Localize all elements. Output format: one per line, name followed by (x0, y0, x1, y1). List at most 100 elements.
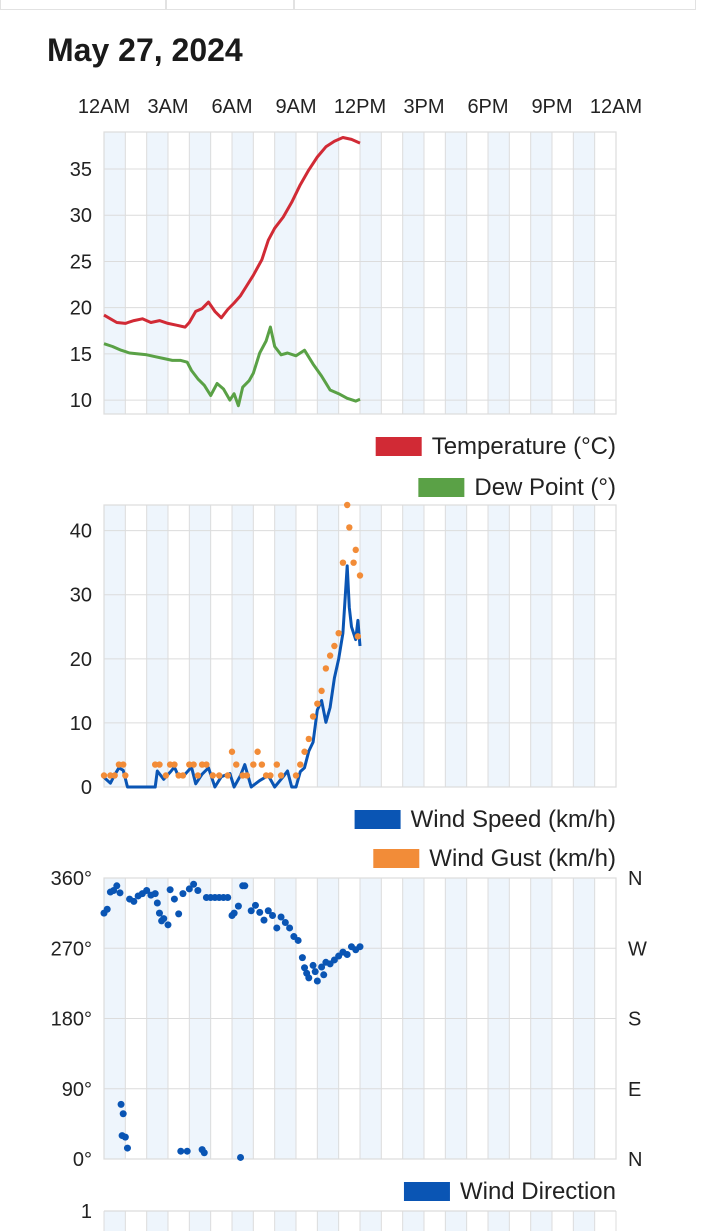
wind-gust-point (305, 735, 312, 743)
partial-chart-band (274, 1211, 296, 1231)
wind-direction-point (313, 977, 321, 985)
direction-right-label: S (628, 1009, 641, 1031)
wind-direction-point (224, 894, 232, 902)
legend-wind-direction-swatch (403, 1182, 450, 1201)
wind-gust-point (318, 687, 325, 695)
direction-right-label: W (628, 938, 647, 960)
wind-direction-point (311, 968, 319, 976)
wind-gust-point (216, 772, 223, 779)
temp-chart-ytick-label: 15 (70, 344, 92, 366)
direction-chart-ytick-label: 270° (51, 938, 92, 960)
wind-chart-ytick-label: 40 (70, 521, 92, 543)
legend-wind-direction-label: Wind Direction (460, 1178, 616, 1205)
wind-gust-point (120, 761, 127, 768)
partial-chart-band (445, 1211, 467, 1231)
time-axis-label: 9PM (531, 96, 572, 118)
wind-direction-point (177, 1147, 185, 1155)
wind-gust-point (344, 501, 351, 509)
wind-direction-point (241, 882, 249, 890)
legend-temperature-swatch (375, 437, 422, 456)
temp-chart-band (189, 132, 211, 414)
wind-chart-band (402, 505, 424, 787)
legend-wind-speed-swatch (354, 810, 401, 829)
wind-direction-point (155, 909, 163, 917)
wind-direction-point (170, 895, 178, 903)
wind-direction-point (356, 943, 364, 951)
wind-chart-band (146, 505, 168, 787)
temp-chart-band (104, 132, 126, 414)
wind-direction-point (286, 924, 294, 932)
wind-direction-point (273, 924, 281, 932)
wind-direction-point (119, 1110, 127, 1118)
wind-direction-point (121, 1133, 129, 1141)
date-title: May 27, 2024 (47, 32, 243, 68)
partial-chart-band (530, 1211, 552, 1231)
time-axis-label: 6PM (467, 96, 508, 118)
wind-direction-point (190, 880, 198, 888)
wind-direction-point (117, 1100, 125, 1108)
wind-gust-point (301, 748, 308, 755)
wind-gust-point (273, 761, 280, 768)
direction-right-label: E (628, 1079, 641, 1101)
wind-direction-point (116, 889, 124, 897)
temp-chart-ytick-label: 10 (70, 390, 92, 412)
wind-direction-point (143, 886, 151, 894)
wind-gust-point (209, 772, 216, 779)
partial-chart-ytick-label: 1 (81, 1201, 92, 1223)
temp-chart-band (573, 132, 595, 414)
temp-chart-ytick-label: 35 (70, 159, 92, 181)
legend-temperature-label: Temperature (°C) (432, 433, 616, 460)
wind-direction-point (164, 921, 172, 929)
wind-direction-point (153, 899, 161, 907)
wind-chart-band (530, 505, 552, 787)
wind-chart-ytick-label: 0 (81, 777, 92, 799)
wind-chart-band (445, 505, 467, 787)
time-axis-label: 9AM (275, 96, 316, 118)
temperature-line (103, 136, 361, 329)
wind-chart-band (360, 505, 382, 787)
direction-chart-ytick-label: 360° (51, 868, 92, 890)
time-axis-label: 3AM (147, 96, 188, 118)
wind-chart-band (573, 505, 595, 787)
wind-gust-point (162, 772, 170, 779)
wind-gust-point (233, 761, 240, 768)
wind-direction-point (103, 905, 111, 913)
tab-left[interactable] (0, 0, 166, 10)
wind-gust-point (322, 665, 330, 672)
wind-direction-point (160, 915, 168, 923)
partial-chart-band (189, 1211, 211, 1231)
wind-gust-point (190, 761, 197, 768)
wind-gust-point (224, 772, 231, 779)
temp-chart-ytick-label: 20 (70, 298, 92, 320)
wind-gust-point (346, 524, 353, 531)
wind-gust-point (194, 772, 202, 779)
wind-direction-point (320, 971, 328, 979)
wind-gust-point (179, 772, 187, 779)
wind-direction-point (277, 913, 285, 921)
direction-right-label: N (628, 868, 642, 890)
wind-direction-point (269, 911, 277, 919)
wind-direction-point (260, 916, 268, 924)
temp-chart-band (530, 132, 552, 414)
wind-direction-point (237, 1153, 245, 1161)
temp-chart-band (402, 132, 424, 414)
wind-gust-point (326, 652, 334, 659)
wind-direction-point (264, 907, 272, 915)
wind-direction-point (179, 890, 187, 898)
temp-chart-band (445, 132, 467, 414)
time-axis-label: 12AM (590, 96, 642, 118)
wind-gust-point (171, 761, 178, 768)
direction-chart-ytick-label: 180° (51, 1009, 92, 1031)
tab-right[interactable] (294, 0, 696, 10)
wind-gust-point (258, 761, 266, 768)
partial-chart-band (317, 1211, 339, 1231)
temp-chart-band (360, 132, 382, 414)
partial-chart-band (488, 1211, 510, 1231)
time-axis-label: 12AM (78, 96, 130, 118)
tab-middle[interactable] (166, 0, 294, 10)
wind-chart-ytick-label: 20 (70, 649, 92, 671)
wind-direction-point (151, 890, 159, 898)
wind-gust-point (250, 761, 257, 768)
wind-direction-point (175, 910, 183, 918)
